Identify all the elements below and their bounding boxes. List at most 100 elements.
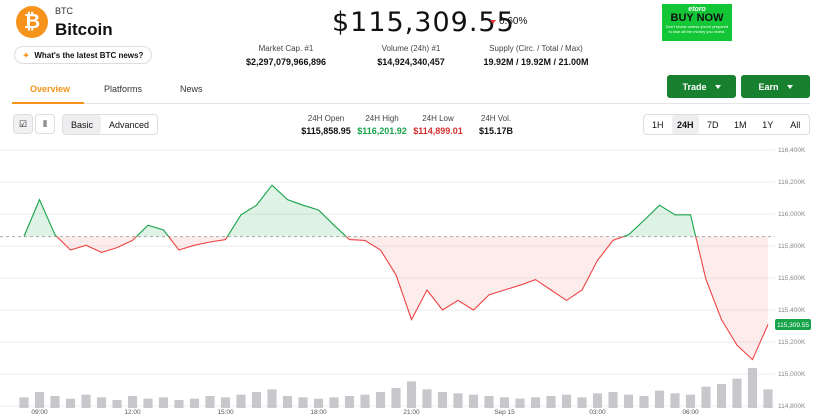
stat-label: 24H Low [422,114,454,123]
volume-bar [484,396,494,408]
tab-underline [12,102,84,104]
volume-bar [530,397,541,408]
volume-bar [236,394,246,408]
volume-bar [375,392,386,408]
range-button[interactable]: 24H [671,115,699,134]
trade-button[interactable]: Trade [667,75,736,98]
volume-bar [391,388,401,408]
volume-bar [251,392,262,408]
mode-advanced[interactable]: Advanced [108,119,150,130]
stat-label: Market Cap. #1 [258,44,314,53]
x-tick-label: 09:00 [31,409,48,416]
tab-news[interactable]: News [180,84,203,94]
range-button[interactable]: All [790,119,801,130]
volume-bar [189,398,200,408]
candle-chart-toggle[interactable]: ⫴ [35,114,55,134]
vol-stat: 24H Vol. $15.17B [468,114,524,136]
y-tick-label: 115,000K [778,371,806,378]
ad-cta: BUY NOW [670,12,724,24]
volume-bar [112,400,122,408]
market-cap: Market Cap. #1 $2,297,079,966,896 [240,44,332,67]
stat-label: 24H Open [307,114,345,123]
volume-bar [763,389,773,408]
volume-bar [437,392,448,408]
tab-divider [12,103,810,104]
volume-bar [639,396,649,408]
y-tick-label: 115,400K [778,307,806,314]
area-up [24,185,768,237]
volume-bar [344,396,355,408]
volume-bar [143,398,153,408]
mode-toggle: Basic Advanced [62,114,158,135]
tab-overview[interactable]: Overview [30,84,71,94]
price-change: 0.60% [490,16,527,27]
stat-label: Volume (24h) #1 [381,44,441,53]
volume-bar [158,397,169,408]
change-text: 0.60% [499,16,528,27]
ad-brand: etoro [688,6,706,13]
range-button[interactable]: 1Y [762,119,774,130]
stat-value: $114,899.01 [413,126,463,136]
earn-button[interactable]: Earn [741,75,810,98]
volume-bar [515,398,525,408]
area-down [56,236,768,360]
y-tick-label: 116,000K [778,211,806,218]
volume-bar [592,393,603,408]
tab-platforms[interactable]: Platforms [104,84,143,94]
x-tick-label: 06:00 [682,409,699,416]
volume-bar [34,392,45,408]
stat-value: 19.92M / 19.92M / 21.00M [483,57,589,67]
stat-value: $15.17B [478,126,514,136]
volume-bar [608,392,618,408]
stat-value: $115,858.95 [301,126,351,136]
button-text: Earn [758,81,779,92]
range-button[interactable]: 7D [706,119,719,130]
stat-value: $14,924,340,457 [377,57,445,67]
x-tick-label: 03:00 [589,409,606,416]
range-selector: 1H 24H 7D 1M 1Y All [643,114,810,135]
y-tick-label: 115,800K [778,243,806,250]
ad-disclaimer: Don't invest unless you're prepared to l… [665,24,729,34]
last-price-label: 115,309.55 [777,322,809,329]
volume-bar [701,386,711,408]
price-chart: 114,800K 115,000K 115,200K 115,400K 115,600K… [0,147,811,416]
volume-bar [50,396,60,408]
volume: Volume (24h) #1 $14,924,340,457 [365,44,457,67]
ad-banner[interactable]: etoro BUY NOW Don't invest unless you're… [662,4,732,41]
volume-bar [685,394,696,408]
volume-bar [670,393,680,408]
stat-value: $116,201.92 [357,126,407,136]
volume-bar [205,396,215,408]
stat-label: Supply (Circ. / Total / Max) [489,44,583,53]
y-tick-label: 116,400K [778,147,806,154]
volume-bar [19,397,29,408]
news-button[interactable]: ✦ What's the latest BTC news? [14,46,152,64]
line-chart-toggle[interactable]: ☑ [13,114,33,134]
coin-logo: ₿ [16,6,48,38]
volume-bar [81,394,91,408]
range-button[interactable]: 1H [651,119,664,130]
volume-bar [422,389,432,408]
range-button[interactable]: 1M [733,119,747,130]
mode-basic[interactable]: Basic [63,115,101,134]
coin-name: Bitcoin [55,20,113,39]
stat-label: 24H Vol. [480,114,512,123]
volume-bar [360,394,370,408]
y-tick-label: 116,200K [778,179,806,186]
button-text: Trade [682,81,707,92]
price-line-up [23,184,697,237]
open-stat: 24H Open $115,858.95 [298,114,354,136]
last-price-tag [775,318,811,330]
volume-bar [96,397,107,408]
down-arrow [490,19,496,27]
x-tick-label: 15:00 [217,409,234,416]
price-line-down [24,236,769,361]
high-stat: 24H High $116,201.92 [354,114,410,136]
volume-bar [282,396,293,408]
volume-bar [561,394,572,408]
volume-bar [220,397,231,408]
x-tick-label: 18:00 [310,409,327,416]
volume-bar [546,396,556,408]
volume-bar [313,398,324,408]
